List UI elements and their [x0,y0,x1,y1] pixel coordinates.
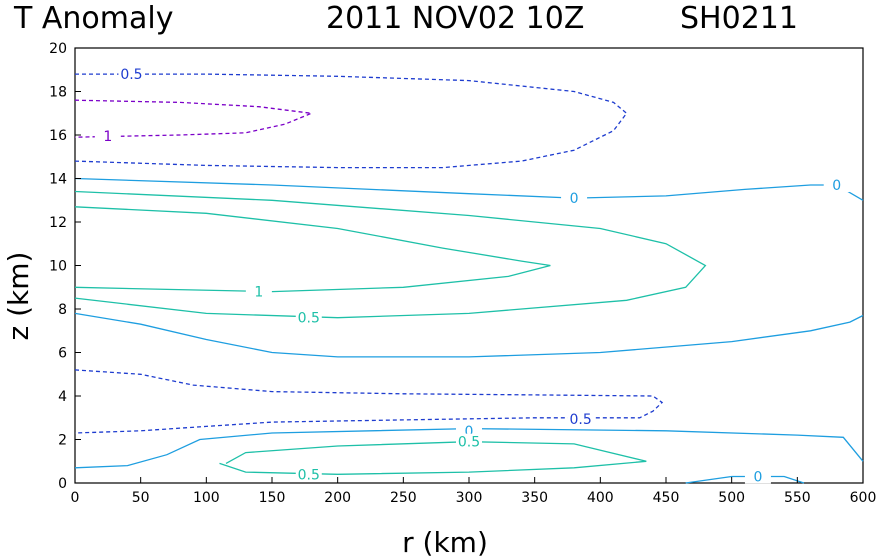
y-tick-label: 4 [58,389,67,405]
x-tick-label: 250 [390,490,417,506]
x-tick-label: 100 [193,490,220,506]
contour-label: 0 [832,178,841,194]
chart-title: T Anomaly [13,1,173,36]
y-tick-label: 2 [58,433,67,449]
contour-label: 0.5 [298,467,320,483]
chart-date: 2011 NOV02 10Z [326,1,584,36]
y-tick-label: 0 [58,476,67,492]
y-tick-label: 16 [49,128,67,144]
contour-label: 1 [254,285,263,301]
y-tick-label: 6 [58,346,67,362]
contour-label: 0 [753,469,762,485]
contour-label-bg [295,466,322,482]
contour-label: 0.5 [458,435,480,451]
x-tick-label: 0 [71,490,80,506]
contour-line [74,369,664,434]
contour-label-bg [567,410,594,426]
x-tick-label: 400 [587,490,614,506]
contour-layer [74,73,864,484]
contour-label-bg [118,66,145,82]
contour-label-bg [456,433,482,449]
plot-area [74,47,864,484]
contour-label-bg [561,190,588,206]
contour-line [74,99,314,138]
chart-storm-id: SH0211 [680,1,798,36]
x-tick-label: 200 [324,490,351,506]
x-tick-label: 300 [456,490,483,506]
x-tick-label: 500 [718,490,745,506]
x-axis-ticks: 0 50 100 150 200 250 300 350 400 450 500 550 600 [71,477,877,506]
x-tick-label: 150 [259,490,286,506]
contour-line [74,73,628,169]
contour-line [74,312,864,358]
contour-label: 0.5 [120,67,142,83]
x-tick-label: 600 [850,490,877,506]
plot-frame [74,47,864,484]
contour-label: 0.5 [570,412,592,428]
y-tick-label: 8 [58,302,67,318]
contour-label-bg [744,468,771,484]
y-tick-label: 14 [49,172,67,188]
x-tick-label: 450 [653,490,680,506]
contour-label-bg [245,283,272,299]
x-tick-label: 50 [132,490,150,506]
contour-line [685,475,805,484]
y-tick-label: 20 [49,41,67,57]
x-tick-label: 350 [521,490,548,506]
contour-label-bg [94,128,121,144]
y-tick-label: 18 [49,85,67,101]
contour-line [74,206,551,293]
contour-label: 1 [103,129,112,145]
y-axis-ticks: 0 2 4 6 8 10 12 14 16 18 20 [49,41,81,492]
contour-line [219,441,647,475]
y-axis-label: z (km) [2,252,35,341]
contour-label: 0 [570,191,579,207]
contour-label-bg [823,177,850,193]
y-tick-label: 10 [49,259,67,275]
contour-line [74,190,707,319]
contour-label: 0.5 [298,311,320,327]
x-axis-label: r (km) [402,526,488,558]
contour-line [74,427,864,469]
y-tick-label: 12 [49,215,67,231]
x-tick-label: 550 [784,490,811,506]
contour-label-bg [295,309,322,325]
contour-label: 0 [465,424,474,440]
